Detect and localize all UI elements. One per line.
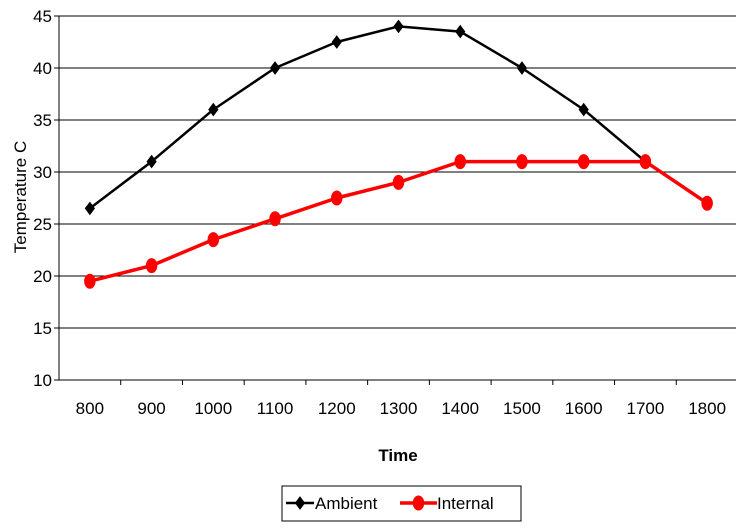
x-axis-title: Time: [378, 446, 417, 465]
legend-label: Internal: [437, 494, 494, 513]
y-tick-label: 20: [33, 267, 52, 286]
series-line: [89, 25, 647, 210]
y-tick-label: 10: [33, 371, 52, 390]
data-point: [207, 232, 220, 248]
x-tick-label: 1300: [380, 399, 418, 418]
y-tick-label: 15: [33, 319, 52, 338]
x-tick-labels: 800 900 1000 1100 1200 1300 1400 1500 1600 1700 18…: [76, 399, 726, 418]
x-tick-label: 1200: [318, 399, 356, 418]
data-point: [516, 154, 528, 170]
x-tick-label: 1800: [688, 399, 726, 418]
legend-item-internal: Internal: [400, 494, 494, 513]
data-point: [392, 174, 405, 190]
data-point: [454, 154, 466, 170]
axes: [54, 15, 736, 385]
data-point: [455, 24, 466, 39]
data-point: [578, 102, 589, 117]
data-point: [146, 154, 157, 169]
y-tick-label: 35: [33, 111, 52, 130]
x-tick-label: 800: [76, 399, 104, 418]
legend: Ambient Internal: [281, 485, 522, 522]
data-point: [331, 190, 343, 206]
data-point: [331, 35, 342, 49]
data-point: [208, 102, 219, 117]
x-tick-label: 1400: [441, 399, 479, 418]
x-tick-label: 1600: [565, 399, 603, 418]
data-point: [145, 258, 158, 274]
data-point: [639, 154, 652, 170]
data-point: [516, 61, 528, 75]
legend-item-ambient: Ambient: [286, 494, 378, 513]
x-tick-label: 900: [137, 399, 165, 418]
y-tick-label: 25: [33, 215, 52, 234]
x-tick-label: 1700: [626, 399, 664, 418]
series-internal: [84, 154, 713, 289]
data-point: [84, 273, 96, 289]
data-point: [84, 201, 95, 216]
data-point: [393, 19, 404, 34]
series-ambient: [84, 19, 651, 216]
legend-label: Ambient: [315, 494, 378, 513]
gridlines: [59, 15, 736, 329]
y-axis-title: Temperature C: [11, 141, 30, 253]
data-point: [294, 496, 306, 510]
data-point: [701, 195, 713, 211]
x-tick-label: 1500: [503, 399, 541, 418]
data-point: [269, 61, 281, 75]
y-tick-label: 45: [33, 7, 52, 26]
x-tick-label: 1100: [257, 399, 294, 418]
series-lines: [84, 19, 713, 289]
y-tick-labels: 10 15 20 25 30 35 40 45: [33, 7, 52, 390]
y-tick-label: 40: [33, 59, 52, 78]
data-point: [577, 154, 590, 170]
x-tick-label: 1000: [194, 399, 232, 418]
data-point: [412, 495, 425, 511]
y-tick-label: 30: [33, 163, 52, 182]
data-point: [269, 211, 281, 227]
